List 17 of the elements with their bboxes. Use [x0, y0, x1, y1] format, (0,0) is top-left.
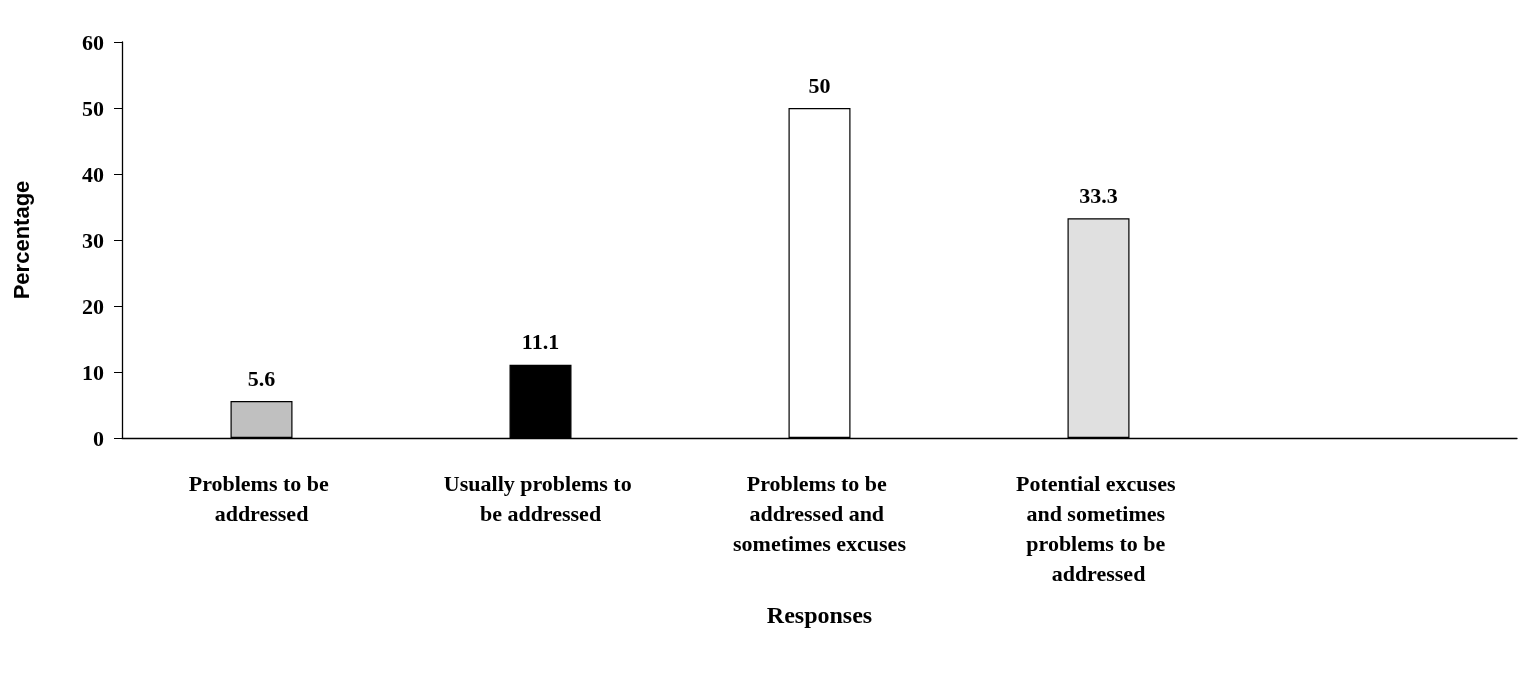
- x-tick-label: Problems to be addressed: [188, 470, 335, 526]
- y-axis-title: Percentage: [8, 180, 34, 300]
- y-tick-label: 40: [82, 161, 104, 187]
- data-label: 5.6: [247, 365, 276, 391]
- y-tick-label: 10: [82, 359, 104, 385]
- y-tick-label: 0: [93, 425, 104, 451]
- x-tick-label: Potential excuses and sometimes problems to be addressed: [1016, 470, 1181, 586]
- x-axis-title: Responses: [766, 602, 873, 628]
- data-label: 50: [808, 72, 831, 98]
- y-tick-label: 60: [82, 29, 104, 55]
- data-label: 33.3: [1079, 182, 1118, 208]
- data-label: 11.1: [521, 329, 560, 355]
- y-tick-label: 50: [82, 95, 104, 121]
- y-tick-label: 20: [82, 293, 104, 319]
- x-tick-label: Usually problems to be addressed: [443, 470, 638, 526]
- x-tick-label: Problems to be addressed and sometimes excuses: [733, 470, 907, 556]
- y-tick-label: 30: [82, 227, 104, 253]
